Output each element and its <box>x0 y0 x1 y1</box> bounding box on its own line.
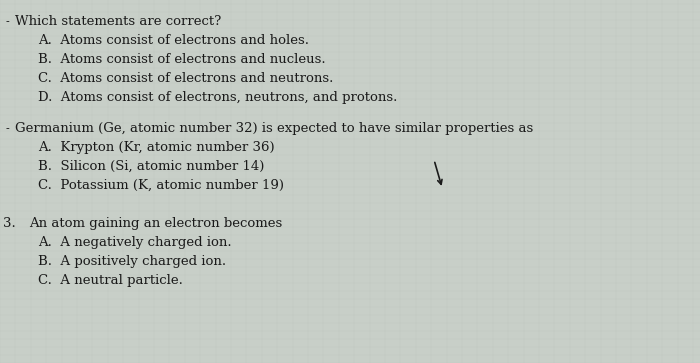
Text: Germanium (Ge, atomic number 32) is expected to have similar properties as: Germanium (Ge, atomic number 32) is expe… <box>15 122 533 135</box>
Text: B.  A positively charged ion.: B. A positively charged ion. <box>38 254 227 268</box>
Text: D.  Atoms consist of electrons, neutrons, and protons.: D. Atoms consist of electrons, neutrons,… <box>38 91 398 104</box>
Text: 3.: 3. <box>4 217 16 230</box>
Text: Which statements are correct?: Which statements are correct? <box>15 15 222 28</box>
Text: -: - <box>6 125 9 135</box>
Text: An atom gaining an electron becomes: An atom gaining an electron becomes <box>29 217 283 230</box>
Text: C.  A neutral particle.: C. A neutral particle. <box>38 273 183 286</box>
Text: -: - <box>6 17 9 28</box>
Text: C.  Potassium (K, atomic number 19): C. Potassium (K, atomic number 19) <box>38 179 284 192</box>
Text: A.  Atoms consist of electrons and holes.: A. Atoms consist of electrons and holes. <box>38 34 309 47</box>
Text: B.  Silicon (Si, atomic number 14): B. Silicon (Si, atomic number 14) <box>38 160 265 173</box>
Text: C.  Atoms consist of electrons and neutrons.: C. Atoms consist of electrons and neutro… <box>38 72 334 85</box>
Text: A.  A negatively charged ion.: A. A negatively charged ion. <box>38 236 232 249</box>
Text: B.  Atoms consist of electrons and nucleus.: B. Atoms consist of electrons and nucleu… <box>38 53 326 66</box>
Text: A.  Krypton (Kr, atomic number 36): A. Krypton (Kr, atomic number 36) <box>38 141 275 154</box>
